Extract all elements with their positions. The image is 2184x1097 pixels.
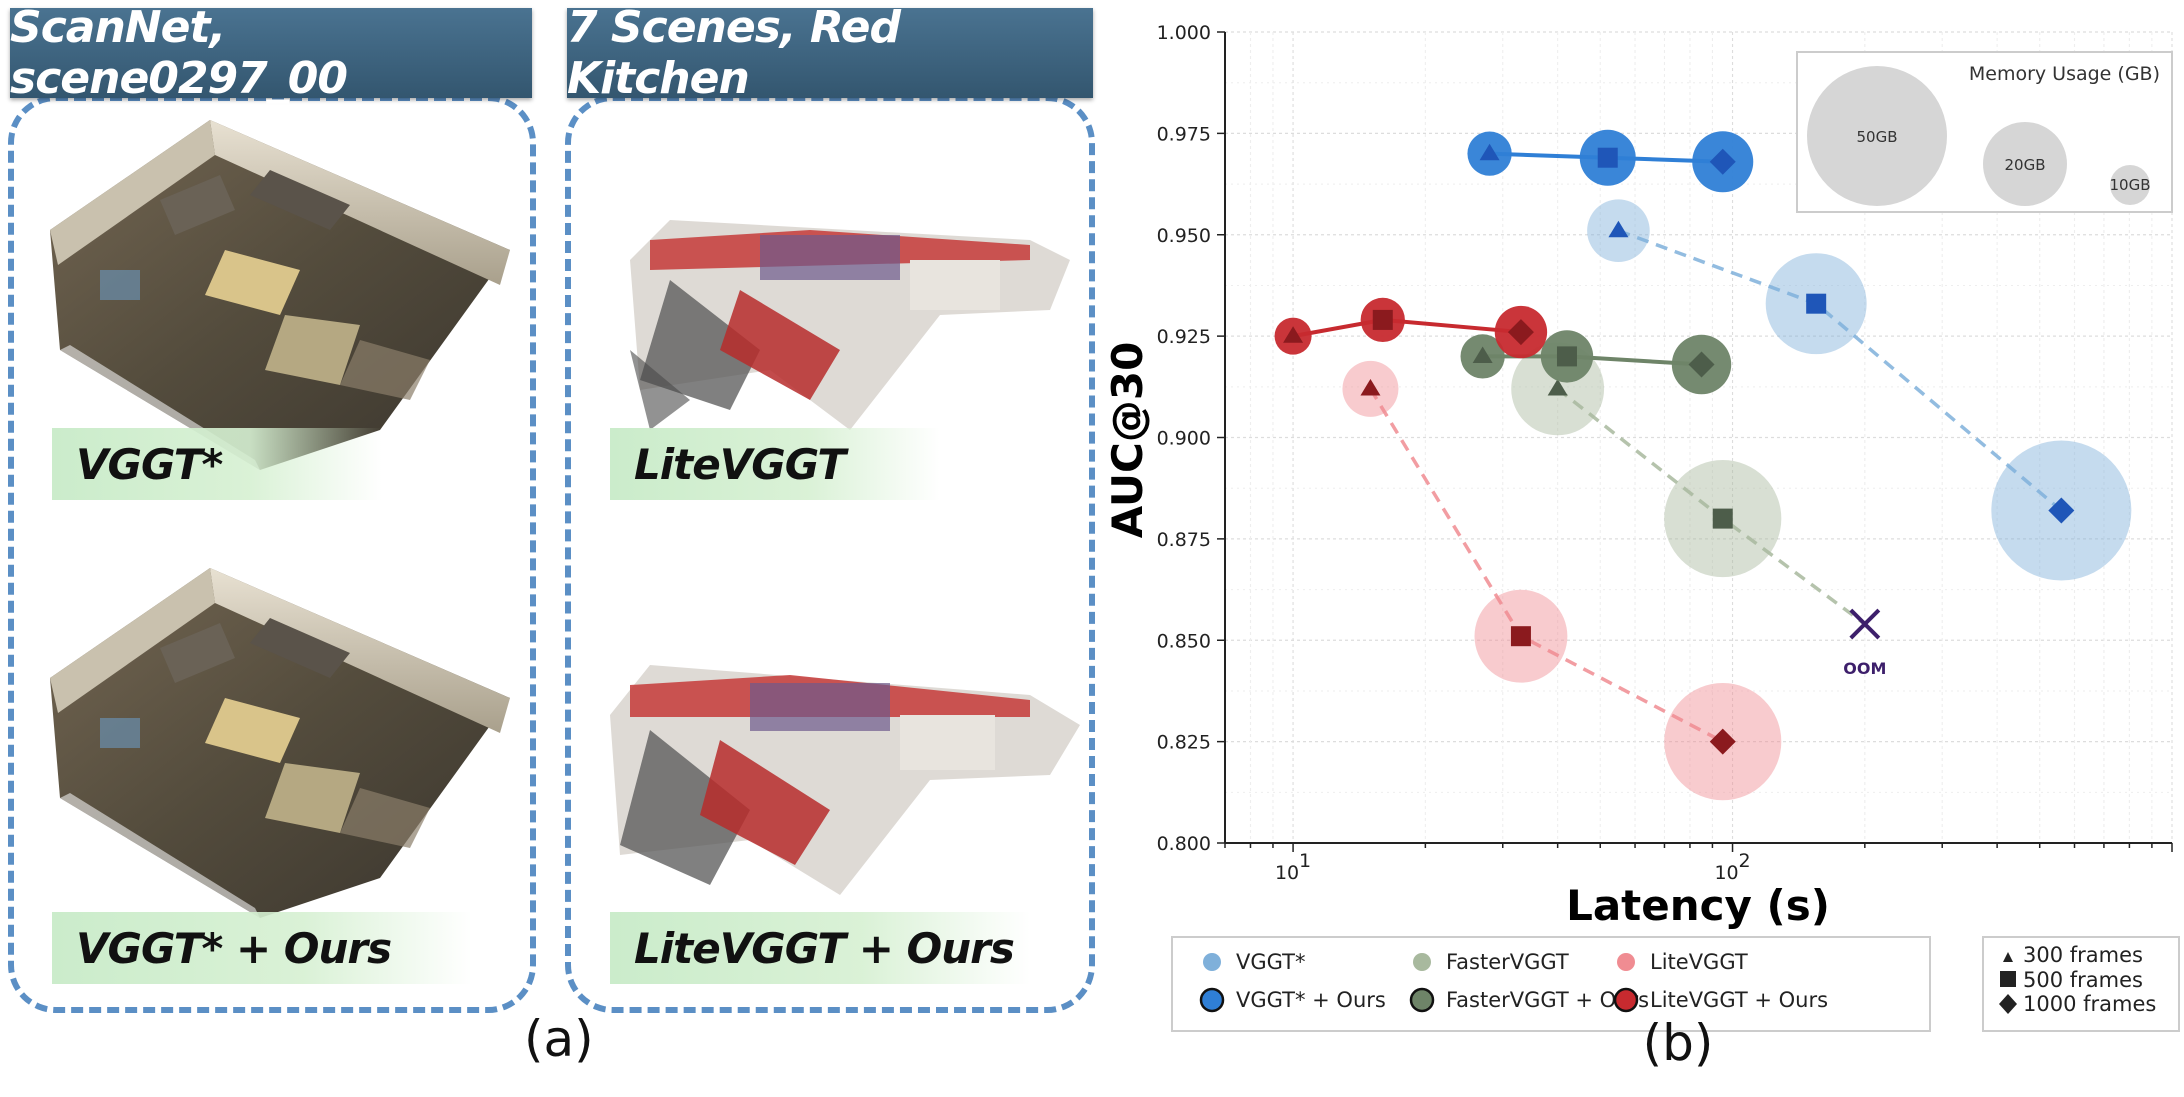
x-tick-label: 10 [1714, 862, 1738, 884]
frames-legend-1000: 1000 frames [2023, 992, 2156, 1016]
memory-bubble-20gb [1983, 122, 2067, 206]
legend-swatch [1413, 953, 1431, 971]
series-fastervggt-ours [1460, 330, 1732, 395]
series-line [1368, 387, 1724, 744]
triangle-marker-icon [2003, 952, 2013, 962]
oom-cross-marker [1849, 608, 1881, 640]
triangle-marker [1608, 220, 1629, 238]
triangle-marker [1283, 326, 1304, 343]
diamond-marker [1688, 351, 1715, 378]
label-litevggt-ours: LiteVGGT + Ours [610, 912, 1030, 984]
diamond-marker [1709, 728, 1736, 755]
right-column-title: 7 Scenes, Red Kitchen [567, 2, 1093, 104]
axes: 0.800 0.825 0.850 0.875 0.900 0.925 0.950 0.975… [1157, 22, 2173, 884]
series-line [1292, 317, 1522, 339]
memory-label-20gb: 20GB [2004, 156, 2045, 174]
legend-label: FasterVGGT [1446, 950, 1569, 974]
memory-legend-title: Memory Usage (GB) [1969, 63, 2160, 85]
label-vggt: VGGT* [52, 428, 382, 500]
diamond-marker [2048, 497, 2075, 524]
square-marker [1510, 626, 1531, 647]
y-tick-label: 0.875 [1157, 529, 1211, 551]
diamond-marker [1709, 148, 1736, 175]
triangle-marker [1360, 378, 1381, 396]
legend-label: VGGT* + Ours [1236, 988, 1386, 1012]
square-marker [1372, 309, 1393, 330]
diamond-marker-icon [1999, 994, 2017, 1014]
series-fastervggt: OOM [1511, 342, 1886, 678]
y-tick-label: 0.900 [1157, 428, 1211, 450]
right-dashed-frame [565, 95, 1095, 1013]
kitchen-pointcloud-top [630, 220, 1070, 430]
series-layer: OOM [1274, 129, 2132, 801]
left-dashed-frame [8, 95, 536, 1013]
kitchen-pointcloud-bottom [610, 665, 1080, 895]
frames-legend-300: 300 frames [2023, 943, 2143, 967]
frames-legend: 300 frames 500 frames 1000 frames [1982, 936, 2180, 1032]
legend-swatch [1203, 953, 1221, 971]
scannet-pointcloud-top [50, 120, 510, 470]
y-tick-label: 0.800 [1157, 833, 1211, 855]
square-marker [1597, 147, 1618, 168]
y-tick-label: 0.825 [1157, 732, 1211, 754]
memory-label-10gb: 10GB [2109, 176, 2150, 194]
label-vggt-ours: VGGT* + Ours [52, 912, 472, 984]
series-litevggt [1342, 360, 1782, 801]
x-tick-label: 10 [1275, 862, 1299, 884]
oom-label: OOM [1843, 659, 1886, 678]
square-marker [1712, 508, 1733, 529]
x-tick-exponent: 2 [1738, 850, 1750, 872]
memory-legend: Memory Usage (GB) 50GB 20GB 10GB [1796, 51, 2173, 213]
legend-swatch [1409, 987, 1435, 1013]
left-column-title: ScanNet, scene0297_00 [10, 2, 532, 104]
square-marker [1806, 293, 1827, 314]
series-litevggt-ours [1274, 297, 1548, 359]
y-tick-label: 0.950 [1157, 225, 1211, 247]
caption-a: (a) [524, 1010, 594, 1068]
legend-label: VGGT* [1236, 950, 1306, 974]
series-vggt-ours [1467, 129, 1754, 193]
diamond-marker [1507, 319, 1534, 346]
label-litevggt: LiteVGGT [610, 428, 940, 500]
series-vggt [1587, 199, 2132, 581]
square-marker-icon [2000, 971, 2016, 987]
memory-bubble-50gb [1807, 66, 1947, 206]
legend-swatch [1617, 953, 1635, 971]
triangle-marker [1472, 346, 1493, 363]
triangle-marker [1547, 378, 1568, 396]
x-axis-title: Latency (s) [1566, 881, 1830, 930]
frames-legend-500: 500 frames [2023, 968, 2143, 992]
y-tick-label: 1.000 [1157, 22, 1211, 44]
square-marker [1556, 346, 1577, 367]
panel-a: ScanNet, scene0297_00 7 Scenes, Red Kitc… [8, 2, 1095, 1068]
memory-bubble-10gb [2110, 165, 2150, 205]
y-tick-label: 0.925 [1157, 326, 1211, 348]
triangle-marker [1479, 143, 1500, 161]
legend-swatch [1613, 987, 1639, 1013]
x-tick-exponent: 1 [1299, 850, 1311, 872]
latency-auc-chart: OOM 0.8000.8250.8500.8750.9000.9250.9500… [1103, 22, 2180, 1072]
legend-label: LiteVGGT + Ours [1650, 988, 1828, 1012]
scannet-pointcloud-bottom [50, 568, 510, 918]
legend-label: LiteVGGT [1650, 950, 1748, 974]
y-axis-title: AUC@30 [1103, 342, 1152, 539]
legend-swatch [1199, 987, 1225, 1013]
y-tick-label: 0.850 [1157, 630, 1211, 652]
y-tick-label: 0.975 [1157, 123, 1211, 145]
caption-b: (b) [1643, 1014, 1714, 1072]
memory-label-50gb: 50GB [1856, 128, 1897, 146]
